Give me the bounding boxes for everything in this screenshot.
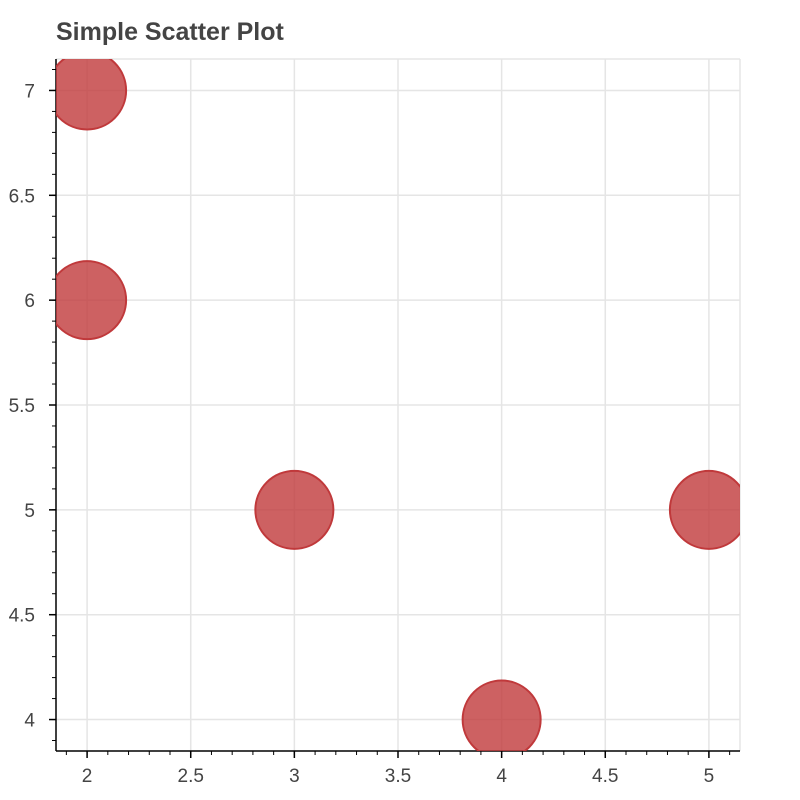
axes: 2 2.5 3 3.5 4 4.5 5 4 4.5 5 5.5 6 6.5 7 xyxy=(9,59,740,787)
y-tick-label: 4.5 xyxy=(9,606,35,627)
y-tick-label: 5 xyxy=(24,501,35,522)
y-tick-label: 6.5 xyxy=(9,186,35,207)
y-tick-label: 4 xyxy=(24,711,35,732)
grid-lines xyxy=(56,58,741,751)
x-tick-label: 3.5 xyxy=(385,766,411,787)
x-tick-label: 2.5 xyxy=(178,766,204,787)
y-tick-label: 6 xyxy=(24,291,35,312)
data-point xyxy=(56,59,128,131)
data-point xyxy=(56,260,128,341)
x-tick-label: 5 xyxy=(704,766,715,787)
y-tick-label: 7 xyxy=(24,81,35,102)
x-tick-label: 2 xyxy=(82,766,93,787)
data-point xyxy=(668,469,740,550)
chart-title: Simple Scatter Plot xyxy=(56,18,284,46)
x-tick-label: 3 xyxy=(289,766,300,787)
x-tick-label: 4.5 xyxy=(592,766,618,787)
y-tick-label: 5.5 xyxy=(9,396,35,417)
x-tick-label: 4 xyxy=(496,766,507,787)
data-points xyxy=(56,59,740,751)
data-point xyxy=(254,469,335,550)
data-point xyxy=(461,679,542,751)
